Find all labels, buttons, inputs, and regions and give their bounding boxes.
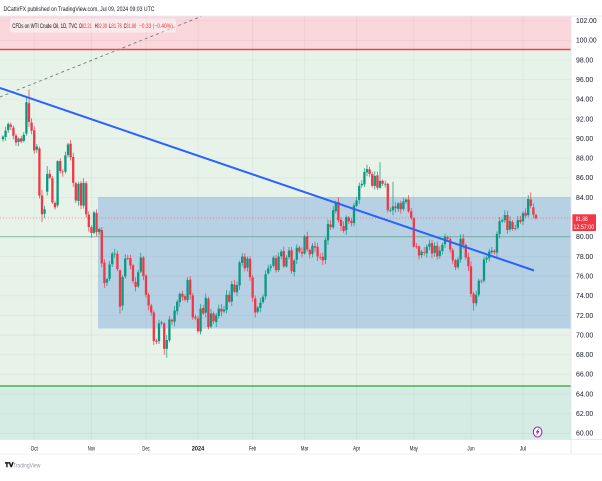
svg-text:86.00: 86.00 [576, 175, 593, 182]
svg-text:100.00: 100.00 [576, 38, 597, 45]
svg-text:72.00: 72.00 [576, 313, 593, 320]
svg-text:96.00: 96.00 [576, 77, 593, 84]
svg-text:TradingView: TradingView [13, 462, 41, 469]
svg-text:94.00: 94.00 [576, 97, 593, 104]
svg-text:O82.21: O82.21 [79, 23, 92, 30]
svg-text:L81.76: L81.76 [109, 23, 122, 30]
svg-text:98.00: 98.00 [576, 57, 593, 64]
svg-text:92.00: 92.00 [576, 116, 593, 123]
svg-text:68.00: 68.00 [576, 352, 593, 359]
svg-text:H82.39: H82.39 [95, 23, 108, 30]
svg-text:62.00: 62.00 [576, 411, 593, 418]
svg-text:74.00: 74.00 [576, 293, 593, 300]
svg-text:CFDs on WTI Crude Oil, 1D, TVC: CFDs on WTI Crude Oil, 1D, TVC [12, 23, 77, 30]
svg-text:Feb: Feb [249, 446, 256, 453]
svg-text:84.00: 84.00 [576, 195, 593, 202]
svg-text:12:57:00: 12:57:00 [573, 224, 594, 231]
svg-text:C81.88: C81.88 [124, 23, 137, 30]
svg-text:80.00: 80.00 [576, 234, 593, 241]
svg-text:Nov: Nov [88, 446, 96, 453]
svg-text:76.00: 76.00 [576, 273, 593, 280]
svg-text:Dec: Dec [142, 446, 150, 453]
svg-text:64.00: 64.00 [576, 391, 593, 398]
svg-text:DCattirFX published on Trading: DCattirFX published on TradingView.com, … [4, 7, 156, 13]
svg-text:66.00: 66.00 [576, 372, 593, 379]
svg-text:60.00: 60.00 [576, 431, 593, 438]
svg-text:2024: 2024 [192, 446, 205, 453]
svg-text:81.88: 81.88 [576, 216, 588, 223]
svg-text:−0.33 (−0.40%): −0.33 (−0.40%) [139, 23, 173, 30]
svg-text:Jul: Jul [520, 446, 527, 453]
svg-text:Apr: Apr [353, 446, 361, 453]
svg-text:78.00: 78.00 [576, 254, 593, 261]
svg-text:Oct: Oct [31, 446, 38, 453]
svg-text:Mar: Mar [301, 446, 309, 453]
svg-text:102.00: 102.00 [576, 18, 597, 25]
svg-text:May: May [410, 446, 418, 453]
svg-text:88.00: 88.00 [576, 156, 593, 163]
svg-text:90.00: 90.00 [576, 136, 593, 143]
svg-text:70.00: 70.00 [576, 332, 593, 339]
svg-text:Jun: Jun [467, 446, 474, 453]
